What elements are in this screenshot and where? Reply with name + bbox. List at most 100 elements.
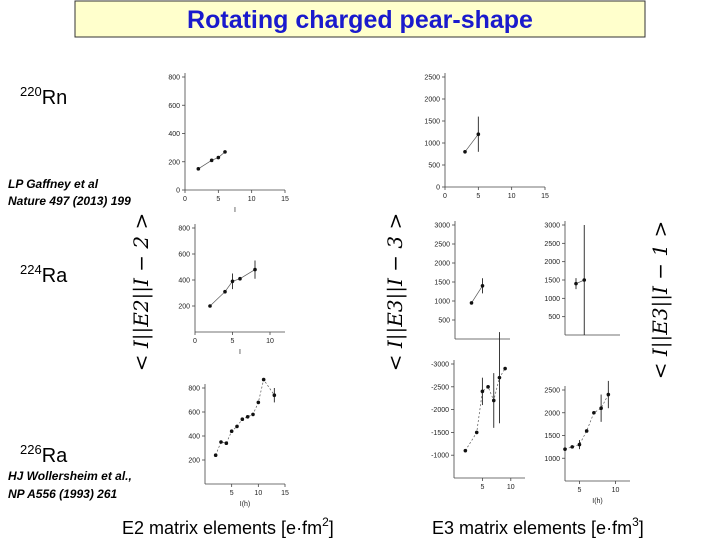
y-tick-label: 2000	[424, 97, 440, 104]
y-tick-label: 1500	[544, 278, 560, 285]
y-tick-label: 2500	[544, 241, 560, 248]
y-tick-label: 500	[548, 314, 560, 321]
x-axis-label: I(h)	[592, 498, 603, 505]
x-tick-label: 5	[480, 484, 484, 491]
y-tick-label: 0	[436, 185, 440, 192]
title: Rotating charged pear-shape	[187, 6, 533, 34]
data-point	[599, 406, 603, 411]
data-point	[582, 278, 587, 282]
data-point	[570, 445, 575, 449]
y-tick-label: 3000	[544, 223, 560, 230]
nucleus-label: 224Ra	[20, 262, 68, 287]
y-tick-label: 2500	[434, 242, 450, 249]
mass-number: 224	[20, 262, 42, 277]
x-tick-label: 5	[476, 193, 480, 200]
x-tick-label: 5	[231, 338, 235, 345]
data-point	[606, 392, 611, 397]
caption-suffix: ]	[639, 518, 644, 538]
element: Ra	[42, 445, 68, 467]
x-tick-label: 0	[193, 338, 197, 345]
x-axis-label: I	[239, 349, 241, 356]
y-tick-label: 1000	[424, 141, 440, 148]
x-tick-label: 15	[541, 193, 549, 200]
element: Ra	[42, 265, 68, 287]
y-tick-label: 800	[168, 75, 180, 82]
data-point	[491, 398, 496, 403]
y-tick-label: 600	[168, 103, 180, 110]
x-tick-label: 10	[612, 487, 620, 494]
y-tick-label: -3000	[431, 362, 449, 369]
data-point	[486, 385, 490, 389]
data-point	[503, 366, 507, 371]
y-tick-label: 500	[438, 318, 450, 325]
caption: E3 matrix elements [e·fm3]	[432, 515, 644, 538]
data-point	[245, 415, 250, 419]
reference: Nature 497 (2013) 199	[8, 194, 131, 208]
caption-suffix: ]	[329, 518, 334, 538]
data-point	[261, 377, 266, 382]
data-point	[497, 375, 502, 380]
y-tick-label: 600	[178, 252, 190, 259]
trend-line	[198, 151, 226, 170]
y-tick-label: 800	[188, 386, 200, 393]
y-tick-label: 600	[188, 410, 200, 417]
y-tick-label: 400	[168, 131, 180, 138]
data-point	[223, 289, 227, 294]
data-point	[251, 412, 255, 417]
y-tick-label: 500	[428, 163, 440, 170]
x-tick-label: 0	[183, 196, 187, 203]
x-tick-label: 10	[508, 193, 516, 200]
data-point	[469, 301, 474, 305]
y-tick-label: 2000	[544, 410, 560, 417]
y-tick-label: -1500	[431, 430, 449, 437]
nucleus-label: 220Rn	[20, 84, 67, 109]
y-tick-label: 1500	[544, 433, 560, 440]
data-point	[229, 429, 234, 434]
y-tick-label: 1500	[424, 119, 440, 126]
y-tick-label: 1000	[544, 296, 560, 303]
caption-text: E3 matrix elements [e·fm	[432, 518, 632, 538]
y-tick-label: -2000	[431, 407, 449, 414]
reference: LP Gaffney et al	[8, 177, 99, 191]
y-tick-label: 1000	[544, 456, 560, 463]
data-point	[577, 442, 582, 447]
mass-number: 226	[20, 442, 42, 457]
trend-line	[215, 378, 275, 456]
y-tick-label: 400	[178, 278, 190, 285]
x-tick-label: 15	[281, 196, 289, 203]
y-tick-label: 0	[176, 188, 180, 195]
trend-line	[471, 285, 483, 304]
reference: NP A556 (1993) 261	[8, 487, 118, 501]
y-tick-label: 1500	[434, 280, 450, 287]
data-point	[474, 430, 479, 435]
data-point	[256, 400, 261, 405]
data-point	[224, 441, 229, 446]
data-point	[480, 389, 485, 394]
trend-line	[564, 394, 609, 450]
data-point	[223, 150, 227, 154]
y-tick-label: -2500	[431, 384, 449, 391]
data-point	[480, 284, 485, 288]
data-point	[574, 281, 578, 286]
y-tick-label: 3000	[434, 223, 450, 230]
caption-text: E2 matrix elements [e·fm	[122, 518, 322, 538]
data-point	[563, 447, 567, 451]
data-point	[230, 279, 235, 284]
data-point	[219, 440, 223, 444]
data-point	[208, 304, 212, 308]
y-tick-label: 2500	[544, 388, 560, 395]
data-point	[476, 132, 481, 136]
y-axis-label: < I||E3||I − 3 >	[383, 213, 408, 372]
x-tick-label: 5	[577, 487, 581, 494]
y-tick-label: 200	[188, 458, 200, 465]
data-point	[216, 155, 221, 160]
y-tick-label: 2000	[434, 261, 450, 268]
data-point	[272, 393, 277, 398]
x-tick-label: 5	[230, 490, 234, 497]
data-point	[253, 267, 257, 272]
data-point	[209, 158, 214, 163]
y-tick-label: 1000	[434, 299, 450, 306]
x-tick-label: 10	[266, 338, 274, 345]
x-tick-label: 15	[281, 490, 289, 497]
